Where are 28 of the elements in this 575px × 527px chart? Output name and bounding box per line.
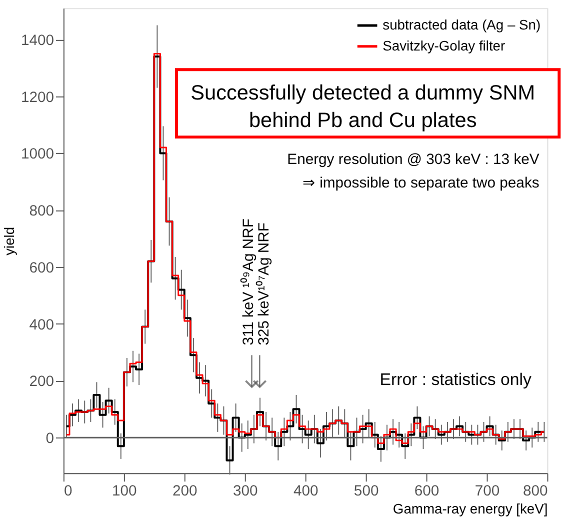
y-tick-label: 1200	[20, 90, 54, 106]
x-tick-label: 600	[414, 483, 440, 500]
x-tick-label: 200	[172, 483, 198, 500]
x-tick-label: 100	[112, 483, 137, 500]
x-tick-label: 0	[64, 483, 72, 500]
x-tick-label: 800	[522, 483, 548, 500]
x-tick-label: 300	[232, 483, 258, 500]
annotation: ⇒ impossible to separate two peaks	[302, 176, 540, 192]
y-tick-label: 1400	[20, 32, 54, 49]
y-tick-label: 400	[29, 317, 54, 334]
legend-label: subtracted data (Ag – Sn)	[382, 16, 541, 33]
y-tick-label: 800	[29, 204, 54, 220]
x-tick-label: 500	[354, 483, 379, 500]
x-tick-label: 700	[474, 483, 500, 500]
annotation: Successfully detected a dummy SNM	[190, 81, 536, 104]
annotation: 325 keV¹⁰⁷Ag NRF	[256, 222, 273, 346]
y-tick-label: 0	[46, 431, 54, 448]
y-tick-label: 200	[29, 374, 54, 390]
x-axis-title: Gamma-ray energy [keV]	[392, 500, 548, 516]
annotation: behind Pb and Cu plates	[248, 109, 477, 132]
annotation: Energy resolution @ 303 keV : 13 keV	[287, 152, 540, 168]
legend-label: Savitzky-Golay filter	[382, 37, 506, 54]
x-tick-label: 400	[293, 483, 318, 500]
y-axis-title: yield	[1, 226, 18, 256]
annotation: 311 keV ¹⁰⁹Ag NRF	[240, 218, 257, 346]
y-tick-label: 600	[29, 260, 54, 276]
annotation: Error : statistics only	[380, 370, 532, 389]
y-tick-label: 1000	[20, 146, 54, 163]
